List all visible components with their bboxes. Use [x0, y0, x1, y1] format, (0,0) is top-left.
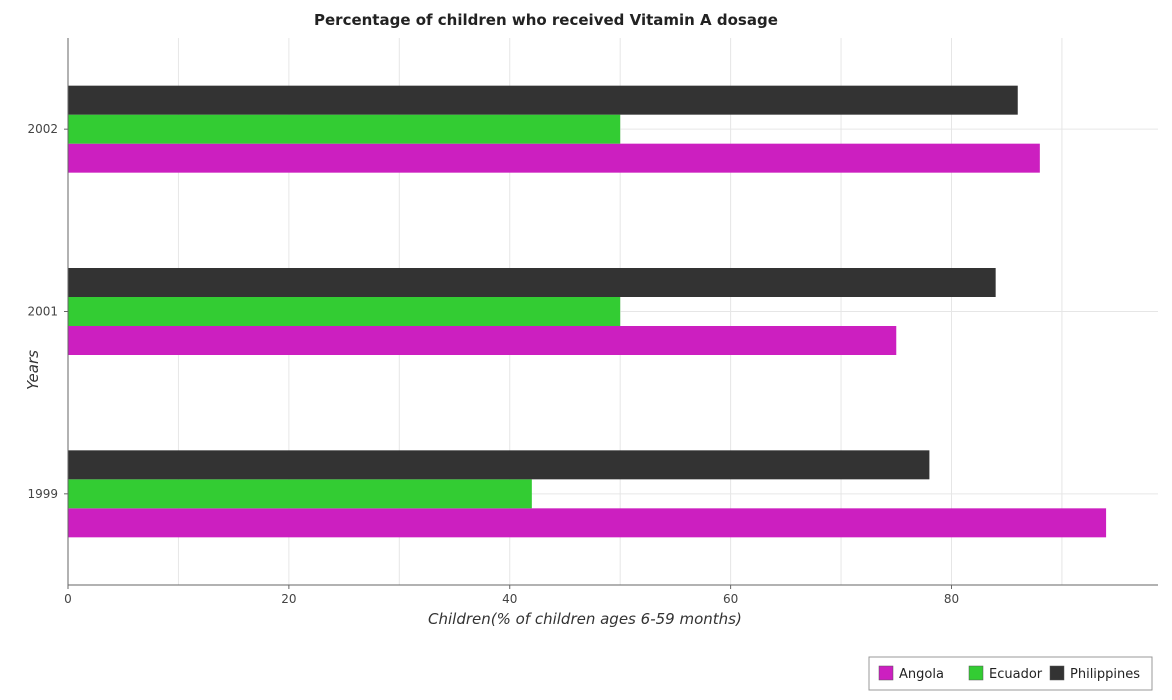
bar-ecuador-1999: [68, 479, 532, 509]
legend-box: [868, 656, 1153, 691]
x-tick-label: 60: [723, 592, 738, 606]
legend: Angola Ecuador Philippines: [868, 656, 1153, 691]
x-tick-label: 80: [944, 592, 959, 606]
legend-swatch-ecuador: [968, 665, 984, 681]
chart-title: Percentage of children who received Vita…: [314, 11, 778, 29]
legend-label-philippines: Philippines: [1070, 667, 1140, 682]
x-axis-label: Children(% of children ages 6-59 months): [428, 610, 742, 628]
legend-swatch-philippines: [1049, 665, 1065, 681]
bar-ecuador-2002: [68, 114, 621, 144]
legend-label-ecuador: Ecuador: [989, 667, 1043, 682]
bar-philippines-1999: [68, 450, 930, 480]
bar-ecuador-2001: [68, 297, 621, 326]
bar-philippines-2001: [68, 268, 996, 297]
y-axis-label: Years: [24, 350, 42, 390]
y-tick-label: 2001: [27, 305, 58, 319]
bar-angola-2001: [68, 326, 897, 355]
bar-angola-2002: [68, 143, 1040, 173]
y-tick-label: 2002: [27, 122, 58, 136]
y-tick-label: 1999: [27, 487, 58, 501]
bar-angola-1999: [68, 508, 1107, 538]
x-tick-label: 40: [502, 592, 517, 606]
x-tick-label: 20: [281, 592, 296, 606]
x-tick-label: 0: [64, 592, 72, 606]
legend-label-angola: Angola: [899, 667, 944, 682]
legend-swatch-angola: [878, 665, 894, 681]
plot-area: 1999 2001 2002 0 20 40 60 80: [27, 38, 1158, 606]
bar-philippines-2002: [68, 85, 1018, 115]
